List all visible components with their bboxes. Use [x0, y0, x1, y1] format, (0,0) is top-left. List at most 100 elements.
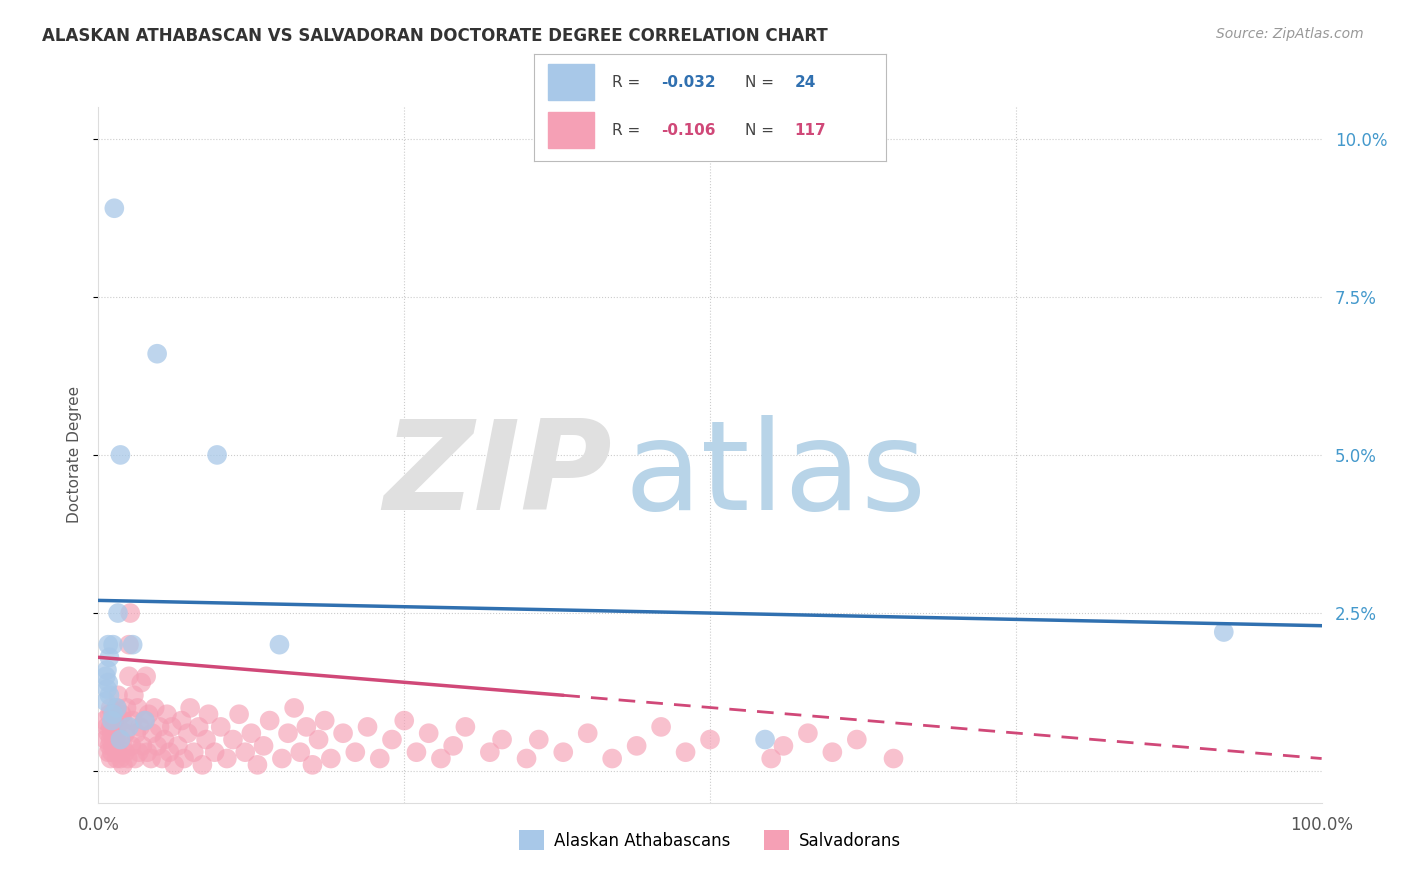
Bar — [548, 112, 593, 148]
Point — [381, 732, 404, 747]
Point — [301, 757, 323, 772]
Point — [107, 720, 129, 734]
Point — [105, 751, 128, 765]
Point — [100, 720, 122, 734]
Point — [183, 745, 205, 759]
Point — [295, 720, 318, 734]
Point — [205, 448, 228, 462]
Point — [98, 650, 121, 665]
Point — [96, 720, 118, 734]
Point — [146, 739, 169, 753]
Point — [120, 739, 142, 753]
Point — [111, 757, 134, 772]
Point — [845, 732, 868, 747]
Point — [128, 745, 150, 759]
Point — [179, 701, 201, 715]
Point — [138, 707, 160, 722]
Point — [135, 669, 157, 683]
Point — [553, 745, 575, 759]
Point — [100, 751, 122, 765]
Point — [97, 745, 120, 759]
Point — [96, 681, 118, 696]
Point — [454, 720, 477, 734]
Point — [699, 732, 721, 747]
Point — [114, 745, 136, 759]
Point — [754, 732, 776, 747]
Point — [124, 751, 146, 765]
Point — [96, 663, 118, 677]
Point — [170, 714, 193, 728]
Text: -0.032: -0.032 — [661, 75, 716, 90]
Bar — [548, 64, 593, 100]
Point — [761, 751, 783, 765]
Point — [797, 726, 820, 740]
Y-axis label: Doctorate Degree: Doctorate Degree — [67, 386, 83, 524]
Point — [177, 726, 200, 740]
Point — [115, 701, 138, 715]
Point — [131, 739, 153, 753]
Point — [134, 714, 156, 728]
Point — [121, 638, 143, 652]
Point — [626, 739, 648, 753]
Point — [101, 745, 124, 759]
Point — [650, 720, 672, 734]
Text: 24: 24 — [794, 75, 815, 90]
Point — [141, 726, 163, 740]
Point — [167, 739, 190, 753]
Point — [430, 751, 453, 765]
Point — [173, 751, 195, 765]
Point — [114, 726, 136, 740]
Point — [103, 714, 125, 728]
Point — [101, 726, 124, 740]
Point — [332, 726, 354, 740]
Point — [94, 669, 117, 683]
Point — [101, 707, 124, 722]
Point — [118, 669, 141, 683]
Point — [129, 720, 152, 734]
Point — [150, 751, 173, 765]
Point — [97, 675, 120, 690]
Point — [290, 745, 312, 759]
Point — [125, 726, 148, 740]
Legend: Alaskan Athabascans, Salvadorans: Alaskan Athabascans, Salvadorans — [512, 823, 908, 857]
Point — [98, 739, 121, 753]
Point — [222, 732, 245, 747]
Point — [110, 732, 132, 747]
Point — [121, 714, 143, 728]
Point — [105, 701, 128, 715]
Point — [93, 714, 115, 728]
Point — [772, 739, 794, 753]
Point — [100, 701, 122, 715]
Point — [94, 695, 117, 709]
Point — [527, 732, 550, 747]
Point — [94, 732, 117, 747]
Point — [269, 638, 291, 652]
Point — [111, 707, 134, 722]
Point — [270, 751, 294, 765]
Point — [134, 714, 156, 728]
Point — [197, 707, 219, 722]
Point — [153, 732, 176, 747]
Point — [418, 726, 440, 740]
Point — [392, 714, 416, 728]
Point — [1212, 625, 1234, 640]
Point — [146, 347, 169, 361]
Point — [675, 745, 697, 759]
Point — [209, 720, 232, 734]
Point — [110, 448, 132, 462]
Point — [356, 720, 378, 734]
Point — [314, 714, 336, 728]
Point — [118, 638, 141, 652]
Point — [160, 720, 183, 734]
Point — [228, 707, 250, 722]
Point — [97, 726, 120, 740]
Point — [344, 745, 367, 759]
Point — [105, 726, 128, 740]
Point — [157, 745, 180, 759]
Point — [107, 606, 129, 620]
Point — [283, 701, 305, 715]
Text: ZIP: ZIP — [384, 416, 612, 536]
Point — [163, 757, 186, 772]
Point — [118, 720, 141, 734]
Point — [101, 739, 124, 753]
